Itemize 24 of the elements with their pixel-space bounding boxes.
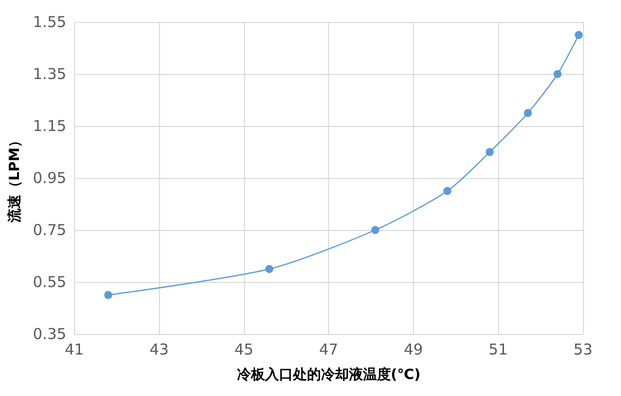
point — [524, 109, 532, 117]
x-tick-label: 51 — [488, 340, 508, 358]
point — [265, 265, 274, 273]
y-tick-label: 1.35 — [32, 65, 66, 83]
y-tick-label: 1.55 — [32, 13, 66, 31]
y-tick-label: 1.15 — [32, 117, 66, 135]
point — [443, 187, 452, 195]
y-tick-label: 0.55 — [32, 273, 66, 291]
y-tick-label: 0.75 — [32, 221, 66, 239]
point — [371, 226, 380, 234]
y-axis-title: 流速（LPM） — [6, 133, 23, 224]
y-tick-label: 0.35 — [32, 325, 66, 343]
y-tick-label: 0.95 — [32, 169, 66, 187]
point — [104, 291, 112, 299]
x-axis-title: 冷板入口处的冷却液温度(℃) — [236, 366, 421, 383]
point — [574, 31, 583, 39]
x-tick-label: 47 — [319, 340, 338, 358]
point — [554, 70, 562, 78]
x-tick-label: 49 — [404, 340, 423, 358]
x-tick-label: 53 — [573, 340, 593, 358]
x-tick-label: 45 — [234, 340, 254, 358]
point — [486, 148, 494, 156]
x-tick-label: 41 — [64, 340, 84, 358]
x-tick-label: 43 — [150, 340, 169, 358]
